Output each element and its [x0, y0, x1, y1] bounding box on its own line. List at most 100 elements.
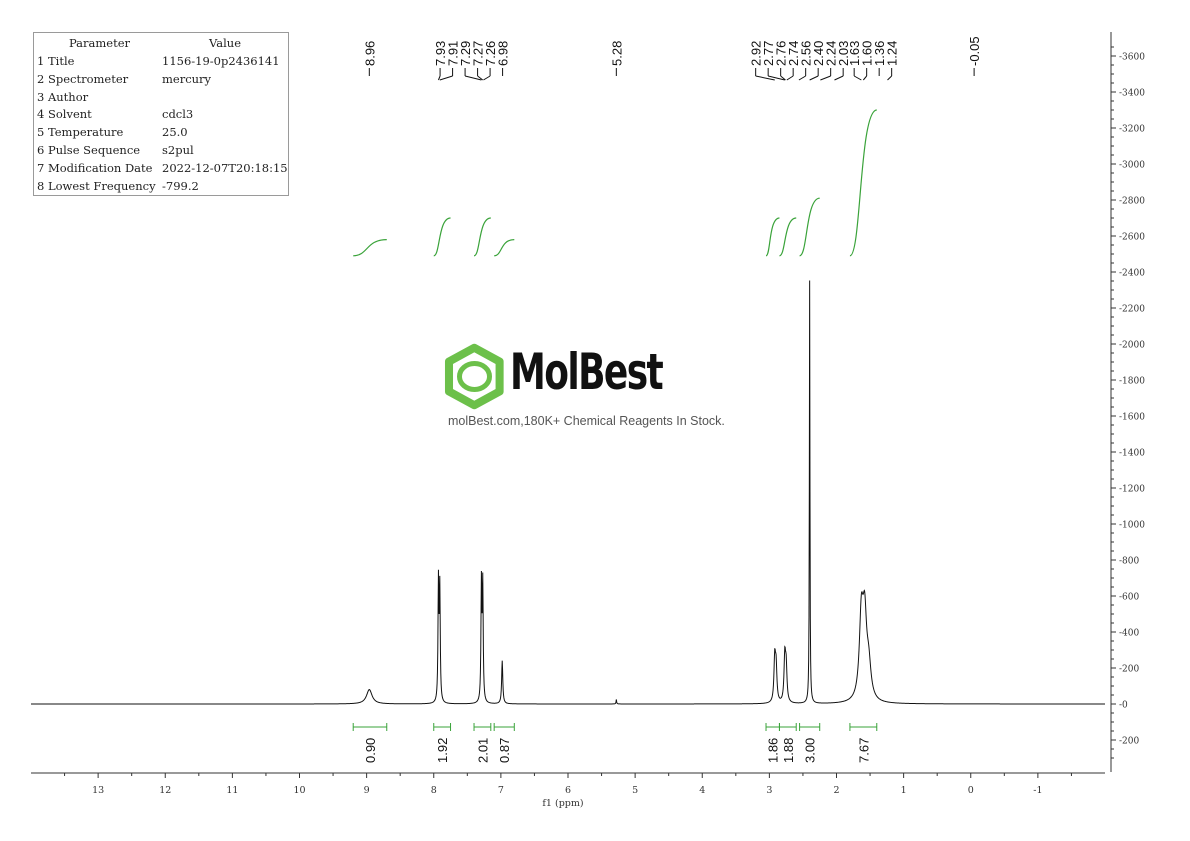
peak-label: 2.76 — [774, 41, 789, 66]
x-tick-label: 12 — [159, 785, 171, 796]
parameter-name: 3 Author — [37, 89, 89, 104]
y-tick-label: -3000 — [1119, 161, 1145, 171]
peak-label: 2.40 — [811, 41, 826, 66]
y-tick-label: -2600 — [1119, 233, 1145, 243]
peak-label: 7.29 — [458, 41, 473, 66]
x-tick-label: 10 — [293, 785, 305, 796]
integral-curve — [473, 217, 491, 257]
parameter-row: 2 Spectrometer mercury — [34, 71, 288, 89]
integral-curve — [433, 217, 451, 257]
parameter-table: Parameter Value 1 Title 1156-19-0p243614… — [33, 32, 289, 197]
peak-label: 6.98 — [496, 41, 511, 66]
benzene-hexagon-icon — [444, 343, 504, 410]
parameter-row: 1 Title 1156-19-0p2436141 — [34, 53, 288, 71]
peak-label: 7.91 — [446, 41, 461, 66]
peak-label-leader — [768, 75, 785, 81]
y-tick-label: -200 — [1119, 665, 1139, 675]
peak-label: 8.96 — [362, 41, 377, 66]
peak-label-leader — [439, 75, 453, 81]
integral-value: 0.87 — [497, 738, 512, 763]
parameter-row: 7 Modification Date 2022-12-07T20:18:15 — [34, 160, 288, 178]
peak-label: 7.26 — [483, 41, 498, 66]
peak-label-leader — [464, 75, 482, 81]
peak-labels: 8.96 7.937.917.297.277.266.98 5.28 2.922.77… — [362, 36, 982, 81]
integral-curve — [799, 197, 820, 257]
parameter-value: 25.0 — [162, 125, 188, 140]
y-tick-label: -3200 — [1119, 125, 1145, 135]
x-tick-label: 1 — [901, 785, 907, 796]
y-tick-label: -2800 — [1119, 197, 1145, 207]
peak-label-leader — [755, 75, 775, 81]
integral-curve — [765, 217, 780, 257]
y-tick-label: -1800 — [1119, 377, 1145, 387]
x-tick-label: 0 — [968, 785, 974, 796]
integral-value: 3.00 — [803, 738, 818, 763]
peak-label: 1.36 — [872, 41, 887, 66]
peak-label: 7.27 — [471, 41, 486, 66]
parameter-value: -799.2 — [162, 178, 199, 193]
peak-label: 1.60 — [860, 41, 875, 66]
peak-label-leader — [887, 75, 893, 81]
spectrum-trace-group — [31, 280, 1105, 705]
x-tick-label: 3 — [766, 785, 772, 796]
x-tick-label: 13 — [92, 785, 104, 796]
integral-value: 1.92 — [435, 738, 450, 763]
parameter-row: 6 Pulse Sequence s2pul — [34, 142, 288, 160]
y-axis: -200 -0 -200 -400 -600 -800 -1000 -1200 -1400 -16… — [1110, 32, 1145, 772]
x-tick-label: -1 — [1033, 785, 1042, 796]
parameter-name: 7 Modification Date — [37, 160, 153, 175]
y-tick-label: -1200 — [1119, 485, 1145, 495]
peak-label: -0.05 — [967, 36, 982, 66]
peak-label-leader — [786, 75, 794, 81]
integral-curve — [778, 217, 797, 257]
y-tick-label: -400 — [1119, 629, 1139, 639]
spectrum-trace — [31, 280, 1105, 705]
x-tick-label: 6 — [565, 785, 571, 796]
parameter-name: 8 Lowest Frequency — [37, 178, 156, 193]
y-tick-label: -2400 — [1119, 269, 1145, 279]
watermark-tagline: molBest.com,180K+ Chemical Reagents In S… — [448, 414, 725, 428]
integral-curve — [849, 109, 878, 257]
parameter-header: Parameter — [68, 36, 131, 50]
y-tick-label: -1000 — [1119, 521, 1145, 531]
y-tick-label: -1400 — [1119, 449, 1145, 459]
x-tick-label: 9 — [364, 785, 370, 796]
x-axis: 13 12 11 10 9 8 7 6 5 4 3 2 1 0 -1 — [31, 772, 1105, 796]
peak-label-leader — [862, 75, 868, 81]
peak-label: 2.56 — [799, 41, 814, 66]
parameter-value: s2pul — [162, 142, 194, 157]
peak-label-leader — [477, 75, 484, 81]
peak-label-leader — [853, 75, 862, 81]
y-tick-label: -800 — [1119, 557, 1139, 567]
parameter-table-header: Parameter Value — [34, 33, 288, 53]
watermark-brand: MolBest — [510, 343, 664, 401]
y-tick-label: -2200 — [1119, 305, 1145, 315]
x-tick-label: 8 — [431, 785, 437, 796]
y-tick-label: -3400 — [1119, 89, 1145, 99]
peak-label-leader — [437, 75, 441, 81]
parameter-name: 4 Solvent — [37, 107, 92, 122]
integral-value: 0.90 — [363, 738, 378, 763]
integral-curves — [353, 109, 878, 257]
peak-label: 1.63 — [847, 41, 862, 66]
peak-label-leader — [798, 75, 806, 81]
parameter-value: cdcl3 — [162, 107, 194, 122]
parameter-name: 5 Temperature — [37, 125, 124, 140]
parameter-name: 2 Spectrometer — [37, 71, 129, 86]
peak-label-leader — [834, 75, 844, 81]
peak-label: 2.03 — [836, 41, 851, 66]
peak-label-leader — [483, 75, 491, 81]
parameter-value: 1156-19-0p2436141 — [162, 54, 280, 68]
integral-curve — [494, 239, 515, 257]
parameter-row: 8 Lowest Frequency -799.2 — [34, 178, 288, 196]
x-axis-label: f1 (ppm) — [542, 798, 583, 809]
parameter-name: 1 Title — [37, 54, 75, 68]
peak-label: 5.28 — [609, 41, 624, 66]
x-tick-label: 7 — [498, 785, 504, 796]
peak-label: 2.77 — [761, 41, 776, 66]
y-tick-label: -1600 — [1119, 413, 1145, 423]
integral-value: 2.01 — [475, 738, 490, 763]
y-tick-label: -600 — [1119, 593, 1139, 603]
integral-value: 1.88 — [781, 738, 796, 763]
